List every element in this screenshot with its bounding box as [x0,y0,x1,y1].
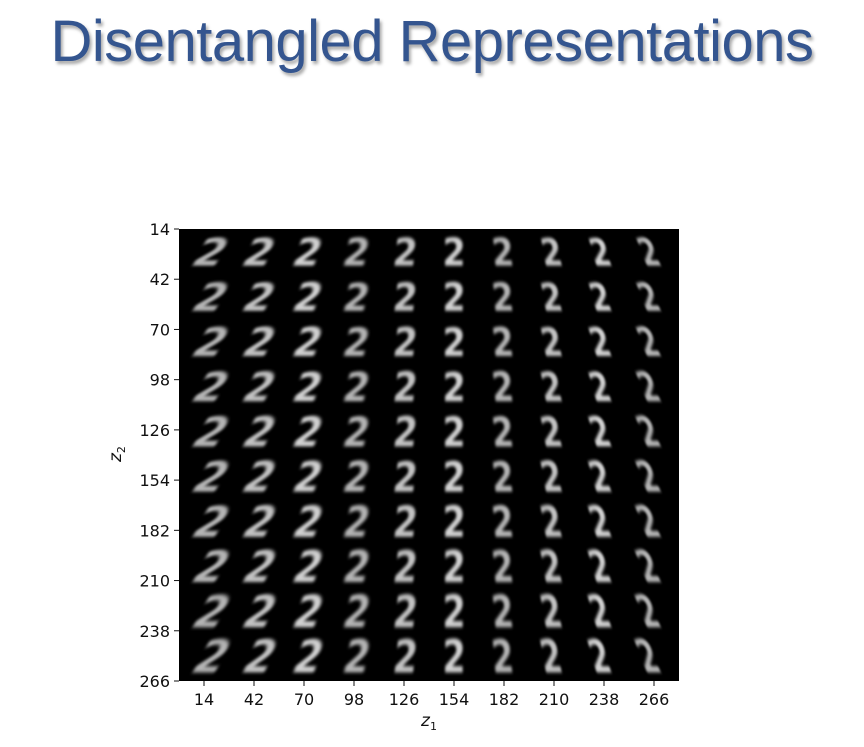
digit-cell: 2 [442,231,465,275]
y-axis-label-text: z [106,452,126,463]
x-tick-label: 126 [389,690,420,709]
digit-cell: 2 [490,232,516,276]
digit-cell: 2 [442,631,465,684]
digit-cell: 2 [490,453,516,502]
y-axis-label: z2 [106,446,128,463]
digit-cell: 2 [490,408,516,456]
y-tick-label: 98 [150,371,170,390]
x-axis-label-text: z [420,711,431,731]
digit-cell: 2 [391,630,421,684]
y-tick-label: 182 [139,521,170,540]
digit-cell: 2 [391,454,420,503]
x-tick-label: 210 [539,690,570,709]
digit-cell: 2 [391,230,420,275]
digit-cell: 2 [442,543,465,594]
x-tick-label: 14 [194,690,214,709]
x-axis-label: z1 [420,711,437,733]
x-tick-label: 238 [589,690,620,709]
y-tick-label: 266 [139,672,170,691]
y-tick-label: 14 [150,220,170,239]
x-axis-ticks: 14 42 70 98 126 154 182 210 238 266 [194,681,669,709]
y-axis-label-subscript: 2 [115,446,128,453]
digit-cell: 2 [490,276,516,321]
digit-cell: 2 [391,499,420,548]
digit-cell: 2 [391,409,420,457]
digit-cell: 2 [490,321,516,366]
x-axis-label-subscript: 1 [430,720,437,733]
y-axis-ticks: 14 42 70 98 126 154 182 210 238 266 [139,220,179,691]
digit-cell: 2 [391,364,420,411]
x-tick-label: 70 [294,690,314,709]
y-tick-label: 210 [139,572,170,591]
x-tick-label: 266 [639,690,670,709]
digit-cell: 2 [442,499,465,548]
y-tick-label: 238 [139,622,170,641]
y-tick-label: 154 [139,471,170,490]
digit-cell: 2 [391,275,420,320]
digit-cell: 2 [442,364,465,411]
x-tick-label: 182 [489,690,520,709]
x-tick-label: 42 [244,690,264,709]
slide-title: Disentangled Representations [50,9,814,74]
digit-cell: 2 [442,408,465,457]
digit-cell: 2 [442,276,465,320]
x-tick-label: 154 [439,690,470,709]
digit-cell: 2 [391,587,421,638]
digit-cell: 2 [490,587,516,639]
y-tick-label: 42 [150,270,170,289]
digit-cell: 2 [442,453,465,502]
digit-cell: 2 [490,363,516,411]
digit-cell: 2 [391,542,421,593]
y-tick-label: 126 [139,421,170,440]
y-tick-label: 70 [150,320,170,339]
digit-cell: 2 [490,542,516,592]
image-panel [179,229,679,681]
digit-cell: 2 [490,632,516,684]
digit-cell: 2 [490,497,516,547]
digit-cell: 2 [442,587,465,638]
x-tick-label: 98 [344,690,364,709]
digit-cell: 2 [442,319,465,366]
digit-cell: 2 [391,319,420,366]
